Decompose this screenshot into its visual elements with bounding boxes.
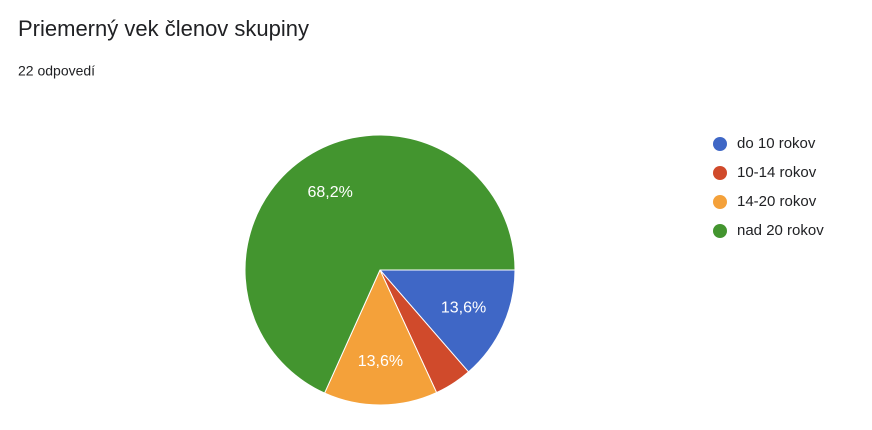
slice-label: 13,6%: [441, 299, 486, 316]
pie-slice: [323, 268, 438, 406]
legend-label: do 10 rokov: [737, 135, 816, 152]
chart-title: Priemerný vek členov skupiny: [18, 16, 309, 41]
legend-marker: [713, 137, 727, 151]
legend-marker: [713, 166, 727, 180]
legend-marker: [713, 224, 727, 238]
legend-label: nad 20 rokov: [737, 222, 824, 239]
legend-marker: [713, 195, 727, 209]
legend-label: 14-20 rokov: [737, 193, 817, 210]
slice-label: 68,2%: [307, 184, 352, 201]
slice-label: 13,6%: [358, 353, 403, 370]
chart-subtitle: 22 odpovedí: [18, 63, 95, 79]
pie-slice: [244, 134, 516, 394]
legend-label: 10-14 rokov: [737, 164, 817, 181]
pie-slice: [378, 269, 516, 373]
